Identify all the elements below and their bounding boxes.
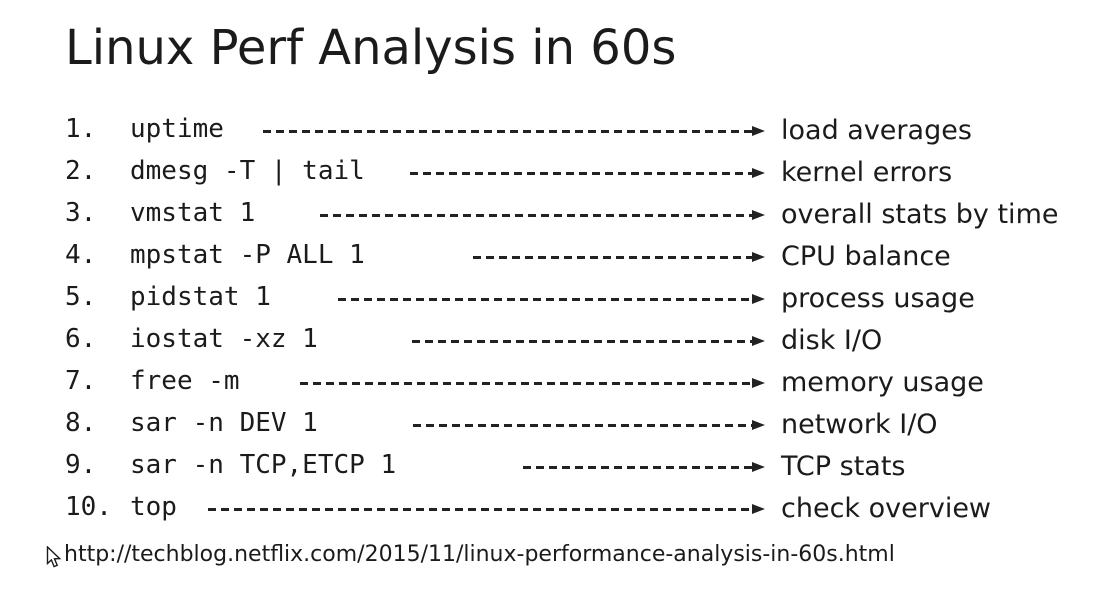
arrowhead-icon xyxy=(752,462,765,473)
arrowhead-icon xyxy=(752,420,765,431)
step-row: 8. sar -n DEV 1 network I/O xyxy=(65,402,1116,444)
step-row: 2. dmesg -T | tail kernel errors xyxy=(65,150,1116,192)
dashed-arrow xyxy=(412,420,765,431)
step-label: overall stats by time xyxy=(781,199,1059,231)
step-label: kernel errors xyxy=(781,157,953,189)
step-number: 2. xyxy=(65,155,97,186)
arrowhead-icon xyxy=(752,378,765,389)
dashed-line xyxy=(523,465,753,469)
step-command: free -m xyxy=(130,365,240,396)
step-number: 4. xyxy=(65,239,97,270)
step-number: 8. xyxy=(65,407,97,438)
step-row: 10. top check overview xyxy=(65,486,1116,528)
dashed-line xyxy=(337,297,753,301)
step-command: uptime xyxy=(130,113,224,144)
step-label: CPU balance xyxy=(781,241,951,273)
source-url: http://techblog.netflix.com/2015/11/linu… xyxy=(64,541,895,567)
arrowhead-icon xyxy=(752,210,765,221)
step-label: TCP stats xyxy=(781,451,906,483)
dashed-arrow xyxy=(320,210,765,221)
arrowhead-icon xyxy=(752,504,765,515)
arrowhead-icon xyxy=(752,252,765,263)
dashed-line xyxy=(320,213,753,217)
mouse-cursor-icon xyxy=(46,545,62,568)
dashed-arrow xyxy=(262,126,765,137)
arrowhead-icon xyxy=(752,336,765,347)
page-title: Linux Perf Analysis in 60s xyxy=(65,20,677,76)
dashed-line xyxy=(412,423,753,427)
arrowhead-icon xyxy=(752,126,765,137)
step-command: sar -n DEV 1 xyxy=(130,407,318,438)
dashed-arrow xyxy=(299,378,765,389)
step-number: 1. xyxy=(65,113,97,144)
dashed-arrow xyxy=(337,294,765,305)
arrowhead-icon xyxy=(752,168,765,179)
dashed-arrow xyxy=(411,336,765,347)
step-row: 6. iostat -xz 1 disk I/O xyxy=(65,318,1116,360)
step-row: 9. sar -n TCP,ETCP 1 TCP stats xyxy=(65,444,1116,486)
dashed-arrow xyxy=(409,168,765,179)
dashed-line xyxy=(472,255,753,259)
step-number: 7. xyxy=(65,365,97,396)
step-label: network I/O xyxy=(781,409,938,441)
step-command: sar -n TCP,ETCP 1 xyxy=(130,449,397,480)
dashed-arrow xyxy=(472,252,765,263)
dashed-line xyxy=(411,339,753,343)
step-command: pidstat 1 xyxy=(130,281,271,312)
dashed-line xyxy=(299,381,753,385)
dashed-arrow xyxy=(207,504,765,515)
step-number: 10. xyxy=(65,491,112,522)
step-command: iostat -xz 1 xyxy=(130,323,318,354)
dashed-line xyxy=(207,507,753,511)
step-number: 9. xyxy=(65,449,97,480)
step-row: 3. vmstat 1 overall stats by time xyxy=(65,192,1116,234)
footer: http://techblog.netflix.com/2015/11/linu… xyxy=(46,542,1116,570)
step-number: 6. xyxy=(65,323,97,354)
step-row: 5. pidstat 1 process usage xyxy=(65,276,1116,318)
step-row: 1. uptime load averages xyxy=(65,108,1116,150)
command-list: 1. uptime load averages 2. dmesg -T | ta… xyxy=(65,108,1116,528)
step-command: top xyxy=(130,491,177,522)
arrowhead-icon xyxy=(752,294,765,305)
step-label: memory usage xyxy=(781,367,984,399)
step-command: mpstat -P ALL 1 xyxy=(130,239,365,270)
step-command: dmesg -T | tail xyxy=(130,155,365,186)
step-number: 5. xyxy=(65,281,97,312)
step-label: load averages xyxy=(781,115,972,147)
dashed-line xyxy=(409,171,753,175)
step-command: vmstat 1 xyxy=(130,197,256,228)
step-row: 4. mpstat -P ALL 1 CPU balance xyxy=(65,234,1116,276)
step-label: process usage xyxy=(781,283,975,315)
dashed-line xyxy=(262,129,753,133)
step-number: 3. xyxy=(65,197,97,228)
step-label: disk I/O xyxy=(781,325,883,357)
step-row: 7. free -m memory usage xyxy=(65,360,1116,402)
step-label: check overview xyxy=(781,493,992,525)
dashed-arrow xyxy=(523,462,765,473)
